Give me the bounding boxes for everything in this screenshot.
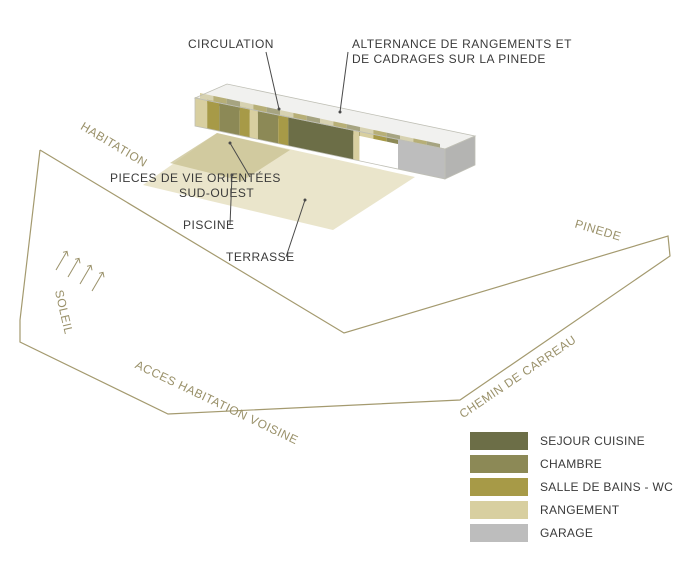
annotation-piscine: PISCINE xyxy=(183,218,235,232)
annotation-alternance2: DE CADRAGES SUR LA PINEDE xyxy=(352,52,546,66)
legend-label: SEJOUR CUISINE xyxy=(540,434,645,448)
legend-label: SALLE DE BAINS - WC xyxy=(540,480,673,494)
legend-swatch xyxy=(470,524,528,542)
annotation-circulation: CIRCULATION xyxy=(188,37,274,51)
edge-label-chemin: CHEMIN DE CARREAU xyxy=(457,332,579,421)
edge-label-habitation: HABITATION xyxy=(78,119,150,170)
annotation-alternance1: ALTERNANCE DE RANGEMENTS ET xyxy=(352,37,572,51)
legend-label: CHAMBRE xyxy=(540,457,602,471)
annotation-terrasse: TERRASSE xyxy=(226,250,295,264)
legend: SEJOUR CUISINE CHAMBRE SALLE DE BAINS - WC… xyxy=(470,432,673,542)
legend-swatch xyxy=(470,432,528,450)
legend-label: RANGEMENT xyxy=(540,503,620,517)
annotation-pieces2: SUD-OUEST xyxy=(179,186,254,200)
soleil-arrows xyxy=(56,251,104,291)
legend-swatch xyxy=(470,501,528,519)
edge-label-pinede: PINEDE xyxy=(573,217,623,244)
legend-swatch xyxy=(470,478,528,496)
legend-swatch xyxy=(470,455,528,473)
architectural-axon-diagram: CIRCULATION ALTERNANCE DE RANGEMENTS ETDE… xyxy=(0,0,700,565)
legend-label: GARAGE xyxy=(540,526,593,540)
edge-label-soleil: SOLEIL xyxy=(52,289,76,336)
edge-label-acces: ACCES HABITATION VOISINE xyxy=(133,358,301,448)
annotation-pieces1: PIECES DE VIE ORIENTÉES xyxy=(110,170,281,185)
